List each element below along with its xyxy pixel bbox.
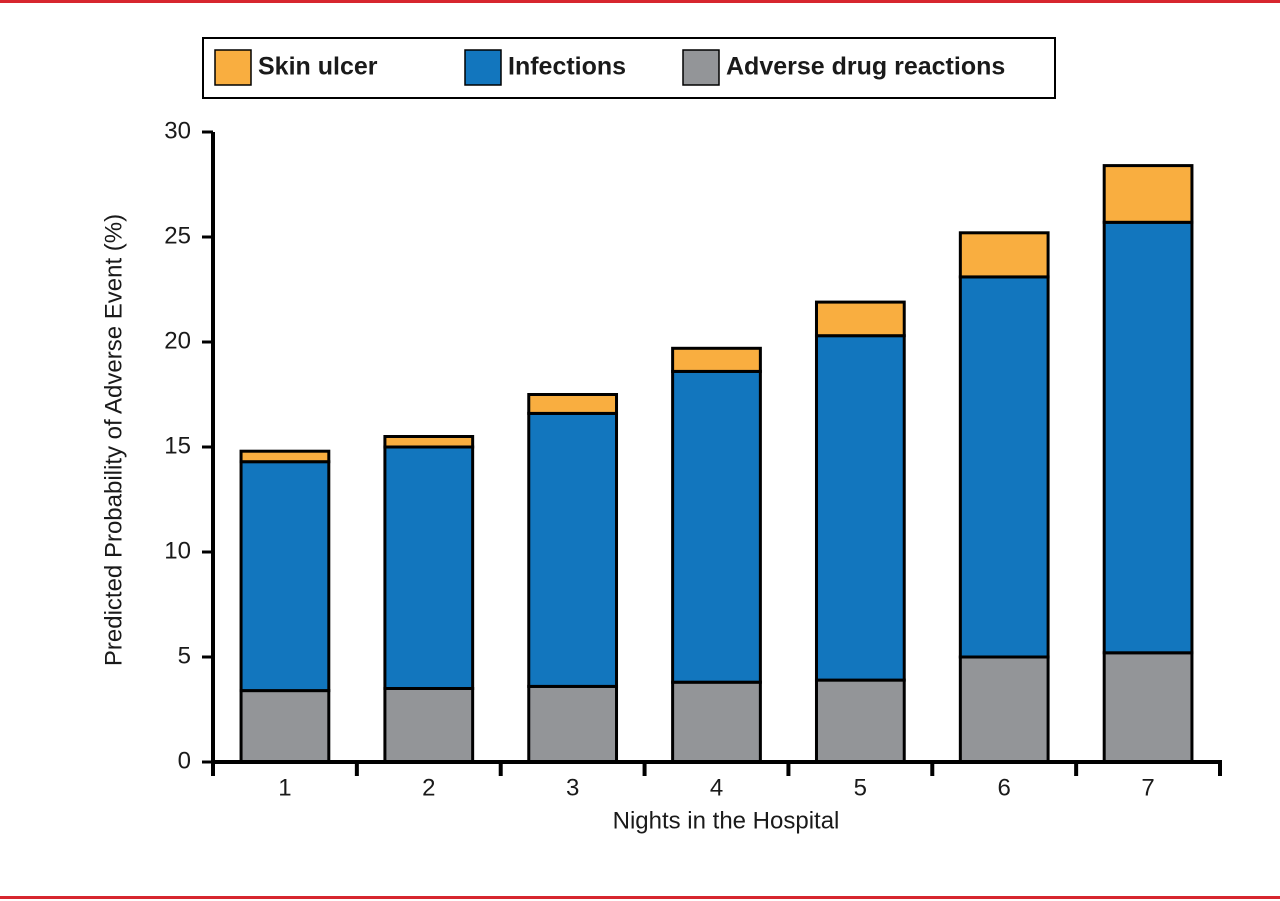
bar-segment [383, 445, 475, 690]
x-tick-label: 5 [854, 774, 867, 801]
bar-segment [383, 687, 475, 764]
x-tick-label: 4 [710, 774, 723, 801]
x-tick-label: 7 [1141, 774, 1154, 801]
y-tick-label: 0 [178, 747, 191, 774]
bar-segment [814, 334, 906, 682]
top-rule [0, 0, 1280, 3]
bar-segment [814, 678, 906, 764]
legend-label: Adverse drug reactions [726, 53, 1005, 81]
bar-segment [958, 275, 1050, 659]
legend-swatch [214, 49, 252, 86]
y-tick-label: 20 [164, 327, 191, 354]
bar-segment [958, 655, 1050, 764]
bottom-rule [0, 896, 1280, 899]
bar-segment [383, 435, 475, 449]
y-tick-label: 25 [164, 222, 191, 249]
y-tick-label: 5 [178, 642, 191, 669]
legend-label: Skin ulcer [258, 53, 378, 81]
legend-swatch [464, 49, 502, 86]
legend-swatch [682, 49, 720, 86]
bar-segment [527, 684, 619, 764]
x-tick-label: 3 [566, 774, 579, 801]
bar-segment [1102, 651, 1194, 764]
legend-label: Infections [508, 53, 626, 81]
bar-segment [671, 346, 762, 373]
y-tick-label: 15 [164, 432, 191, 459]
bar-segment [239, 460, 331, 693]
x-tick-label: 2 [422, 774, 435, 801]
legend-box [202, 37, 1056, 99]
bar-segment [527, 393, 619, 415]
bar-segment [1102, 220, 1194, 655]
bar-segment [527, 411, 619, 688]
x-axis-label: Nights in the Hospital [613, 807, 840, 834]
bar-segment [671, 369, 762, 684]
bar-segment [239, 689, 331, 764]
y-axis-label: Predicted Probability of Adverse Event (… [100, 214, 127, 666]
bar-segment [239, 449, 331, 464]
bar-segment [958, 231, 1050, 279]
bar-segment [1102, 164, 1194, 224]
bar-segment [671, 680, 762, 764]
x-tick-label: 6 [998, 774, 1011, 801]
x-tick-label: 1 [278, 774, 291, 801]
y-tick-label: 30 [164, 117, 191, 144]
bar-segment [814, 300, 906, 338]
y-tick-label: 10 [164, 537, 191, 564]
